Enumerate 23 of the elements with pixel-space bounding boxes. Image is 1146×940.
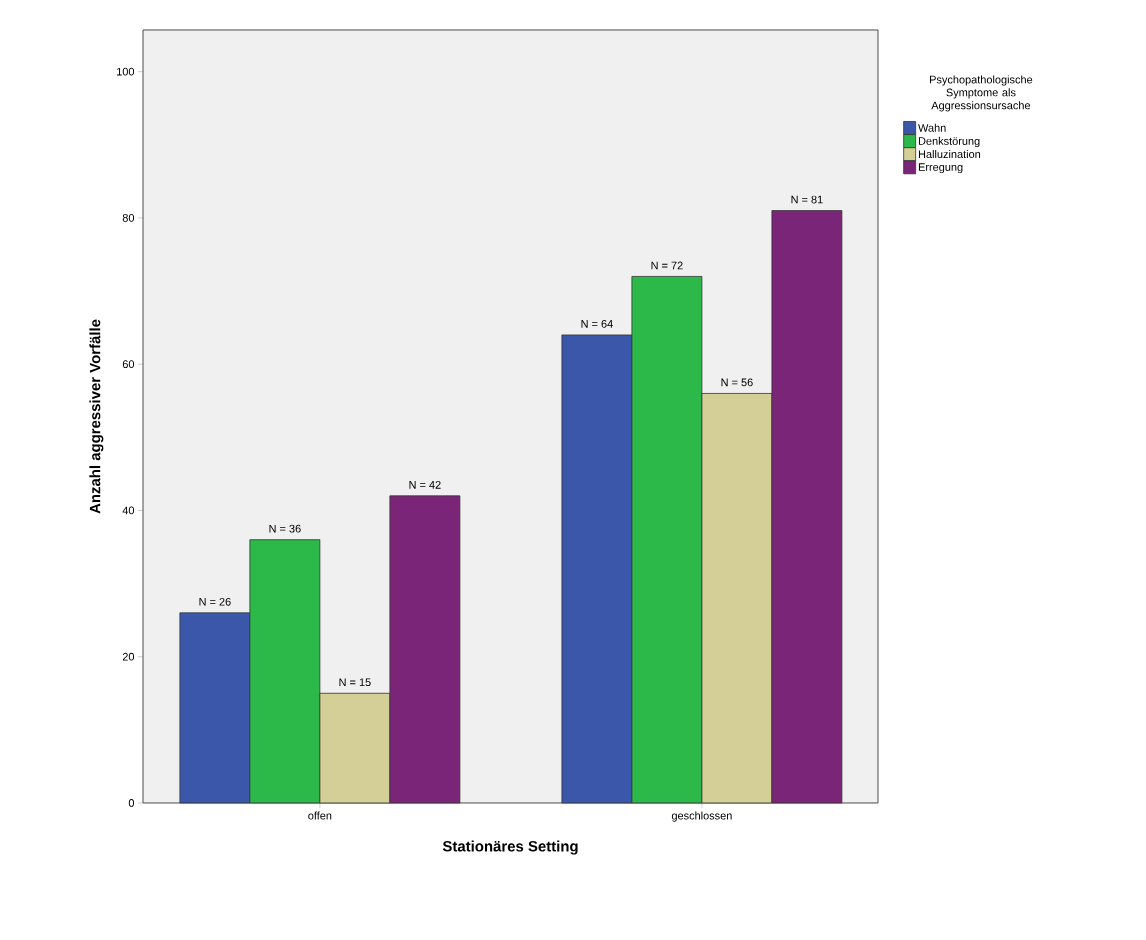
- data-label: N = 26: [199, 597, 231, 606]
- y-tick-label: 20: [122, 652, 135, 661]
- y-tick-label: 80: [122, 214, 135, 222]
- data-label: N = 56: [721, 378, 753, 387]
- data-label: N = 64: [581, 320, 613, 328]
- x-tick-label: geschlossen: [671, 811, 732, 822]
- legend-label: Erregung: [918, 163, 963, 174]
- legend-title: Psychopathologische Symptome als Aggressionsursache: [930, 75, 1033, 112]
- data-label: N = 81: [791, 195, 823, 204]
- y-tick-label: 40: [122, 506, 135, 515]
- data-label: N = 36: [269, 524, 301, 533]
- legend-label: Wahn: [918, 123, 946, 132]
- y-tick-label: 60: [122, 360, 135, 369]
- legend-label: Denkstörung: [918, 136, 980, 148]
- y-axis-title: Anzahl aggressiver Vorfälle: [89, 319, 104, 514]
- y-tick-label: 0: [128, 799, 135, 807]
- data-label: N = 42: [409, 480, 441, 489]
- data-label: N = 72: [651, 261, 683, 270]
- y-tick-label: 100: [117, 67, 135, 76]
- x-tick-label: offen: [308, 811, 332, 820]
- x-axis-title: Stationäres Setting: [442, 840, 578, 855]
- legend-label: Halluzination: [918, 149, 981, 159]
- data-label: N = 15: [339, 678, 371, 687]
